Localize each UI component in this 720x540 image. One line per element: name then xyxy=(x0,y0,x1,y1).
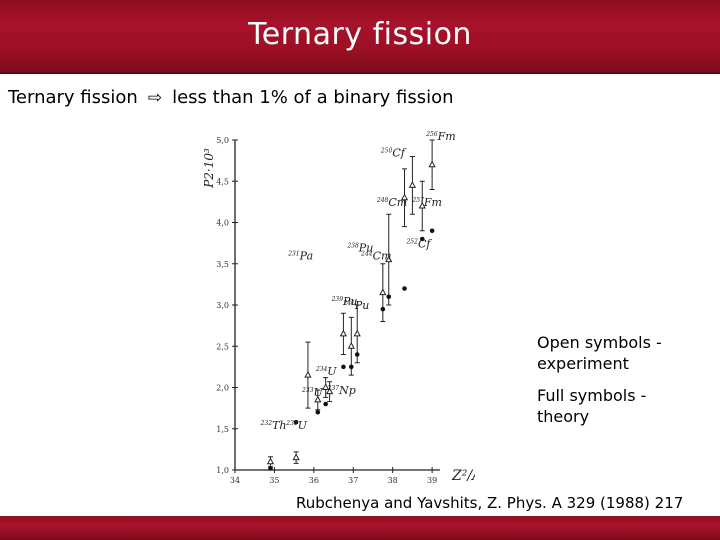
full-symbol xyxy=(323,401,328,407)
open-symbol-233u xyxy=(292,453,300,461)
isotope-label: 238Pu xyxy=(346,241,373,254)
full-symbol xyxy=(315,409,321,415)
legend-full-symbols: Full symbols - theory xyxy=(537,386,647,426)
isotope-label: 233U xyxy=(285,419,307,432)
full-symbol xyxy=(386,294,392,300)
isotope-label: 232Th xyxy=(260,419,287,432)
isotope-label: 252Cf xyxy=(405,237,432,250)
y-tick-label: 4,5 xyxy=(216,177,229,186)
full-symbol xyxy=(429,228,435,234)
ternary-fission-chart: 1,0 1,5 2,0 2,5 3,0 3,5 4,0 4,5 5,0 34 35 36 37 38 39 P… xyxy=(202,130,475,485)
subtitle: Ternary fission ⇨ less than 1% of a binary… xyxy=(8,87,454,108)
isotope-label: 244Cm xyxy=(360,250,391,263)
open-symbol-241pu xyxy=(347,341,355,349)
x-tick-label: 35 xyxy=(269,476,279,485)
right-arrow-icon: ⇨ xyxy=(147,88,163,108)
open-symbol-248cm xyxy=(385,255,393,263)
legend-open-symbols: Open symbols - experiment xyxy=(537,333,662,373)
open-symbol-231pa xyxy=(304,370,312,378)
x-tick-label: 39 xyxy=(427,476,437,485)
subtitle-lead: Ternary fission xyxy=(8,87,138,108)
open-symbol-239pu xyxy=(339,329,348,337)
open-symbol-252cf xyxy=(400,193,409,201)
isotope-label: 250Cf xyxy=(380,147,407,160)
isotope-label: 241Pu xyxy=(342,299,369,312)
open-symbol-238pu xyxy=(353,329,361,337)
x-tick-label: 37 xyxy=(348,476,358,485)
y-tick-label: 3,5 xyxy=(216,260,229,269)
open-symbol-234u xyxy=(322,383,330,390)
open-symbol-233u xyxy=(314,395,322,403)
isotope-label: 231Pa xyxy=(287,250,313,263)
x-axis-label: Z²/A xyxy=(451,468,475,484)
y-tick-label: 2,0 xyxy=(216,384,229,393)
title-bar: Ternary fission xyxy=(0,0,720,74)
isotope-label: 234U xyxy=(315,365,337,378)
y-tick-label: 5,0 xyxy=(216,136,229,145)
citation: Rubchenya and Yavshits, Z. Phys. A 329 (… xyxy=(296,494,684,512)
y-tick-label: 1,0 xyxy=(216,466,229,475)
subtitle-text: less than 1% of a binary fission xyxy=(172,87,454,108)
y-tick-label: 3,0 xyxy=(216,301,229,310)
y-tick-label: 2,5 xyxy=(216,342,229,351)
open-symbol-257fm xyxy=(418,201,426,209)
full-symbol xyxy=(354,352,360,357)
full-symbol xyxy=(402,286,407,291)
full-symbol xyxy=(419,236,425,242)
x-tick-label: 36 xyxy=(309,476,319,485)
x-tick-label: 34 xyxy=(230,476,240,485)
open-symbol-250cf xyxy=(408,181,417,188)
y-tick-label: 4,0 xyxy=(216,219,229,228)
y-axis-label: P2·10³ xyxy=(202,148,216,189)
isotope-label: 248Cm xyxy=(376,196,407,209)
open-symbol-237np xyxy=(325,387,334,395)
isotope-label: 256Fm xyxy=(425,130,456,143)
full-symbol xyxy=(293,419,299,425)
isotope-label: 237Np xyxy=(327,384,356,397)
y-tick-label: 1,5 xyxy=(216,425,229,434)
open-symbol-244cm xyxy=(379,288,387,296)
open-symbol-256fm xyxy=(428,160,436,168)
open-symbol-232th xyxy=(266,457,275,465)
isotope-label: 257Fm xyxy=(411,196,442,209)
full-symbol xyxy=(380,306,386,312)
isotope-label: 233U xyxy=(301,386,323,399)
full-symbol xyxy=(341,364,346,370)
full-symbol xyxy=(268,466,273,471)
bottom-bar xyxy=(0,516,720,540)
isotope-label: 239Pu xyxy=(331,295,358,308)
x-tick-label: 38 xyxy=(388,476,398,485)
slide-title: Ternary fission xyxy=(248,17,472,52)
full-symbol xyxy=(348,364,354,370)
